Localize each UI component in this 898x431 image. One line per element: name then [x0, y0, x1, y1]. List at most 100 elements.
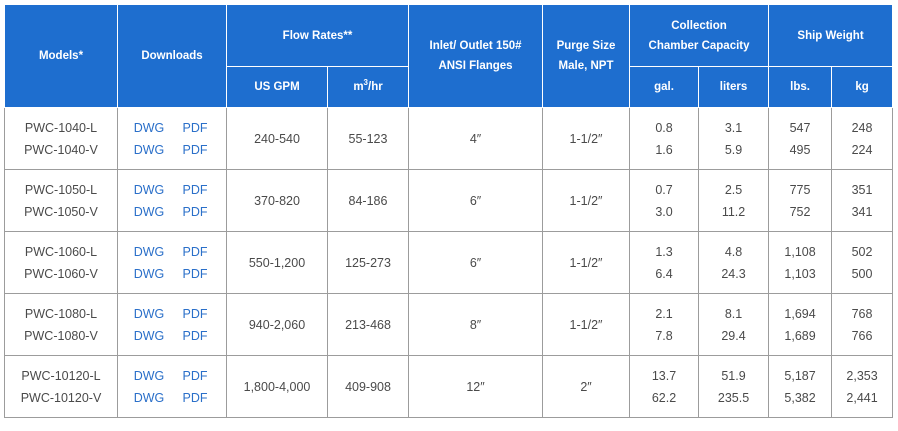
inlet-outlet-cell: 6″ [408, 231, 544, 294]
header-downloads: Downloads [117, 4, 227, 108]
purge-size-cell: 1-1/2″ [542, 231, 631, 294]
liters-cell: 2.5 11.2 [698, 169, 770, 232]
lbs-cell: 1,108 1,103 [768, 231, 833, 294]
table-row: PWC-1040-L PWC-1040-V DWG PDF DWG PDF 240-… [4, 107, 894, 170]
table-body: PWC-1040-L PWC-1040-V DWG PDF DWG PDF 240-… [4, 107, 894, 418]
header-inlet-outlet: Inlet/ Outlet 150# ANSI Flanges [408, 4, 544, 108]
inlet-outlet-cell: 8″ [408, 293, 544, 356]
model-name: PWC-10120-L [21, 368, 101, 383]
dwg-download-link[interactable]: DWG [133, 306, 165, 321]
m3hr-cell: 213-468 [326, 293, 410, 356]
header-ship-weight: Ship Weight [768, 4, 894, 67]
header-m3-per-hr: m3/hr [326, 66, 410, 108]
header-flow-rates: Flow Rates** [225, 4, 410, 67]
liters-cell: 51.9 235.5 [698, 355, 770, 418]
model-name: PWC-1060-V [24, 266, 98, 281]
dwg-download-link[interactable]: DWG [133, 266, 165, 281]
models-cell: PWC-10120-L PWC-10120-V [4, 355, 118, 418]
specifications-table: Models* Downloads Flow Rates** Inlet/ Ou… [4, 4, 894, 418]
m3hr-cell: 125-273 [326, 231, 410, 294]
dwg-download-link[interactable]: DWG [133, 390, 165, 405]
dwg-download-link[interactable]: DWG [133, 328, 165, 343]
table-header: Models* Downloads Flow Rates** Inlet/ Ou… [4, 4, 894, 108]
table-row: PWC-1080-L PWC-1080-V DWG PDF DWG PDF 940-… [4, 293, 894, 356]
dwg-download-link[interactable]: DWG [133, 182, 165, 197]
purge-size-cell: 1-1/2″ [542, 293, 631, 356]
header-collection-capacity: Collection Chamber Capacity [629, 4, 770, 67]
dwg-download-link[interactable]: DWG [133, 204, 165, 219]
lbs-cell: 547 495 [768, 107, 833, 170]
inlet-outlet-cell: 12″ [408, 355, 544, 418]
dwg-download-link[interactable]: DWG [133, 368, 165, 383]
downloads-cell: DWG PDF DWG PDF [117, 169, 227, 232]
header-liters: liters [698, 66, 770, 108]
pdf-download-link[interactable]: PDF [182, 182, 208, 197]
us-gpm-cell: 240-540 [226, 107, 328, 170]
inlet-outlet-cell: 4″ [408, 107, 544, 170]
lbs-cell: 775 752 [768, 169, 833, 232]
lbs-cell: 1,694 1,689 [768, 293, 833, 356]
lbs-cell: 5,187 5,382 [768, 355, 833, 418]
models-cell: PWC-1040-L PWC-1040-V [4, 107, 118, 170]
table-row: PWC-1050-L PWC-1050-V DWG PDF DWG PDF 370-… [4, 169, 894, 232]
models-cell: PWC-1060-L PWC-1060-V [4, 231, 118, 294]
model-name: PWC-1040-V [24, 142, 98, 157]
purge-size-cell: 2″ [542, 355, 631, 418]
table-row: PWC-10120-L PWC-10120-V DWG PDF DWG PDF 1,… [4, 355, 894, 418]
inlet-outlet-cell: 6″ [408, 169, 544, 232]
models-cell: PWC-1050-L PWC-1050-V [4, 169, 118, 232]
model-name: PWC-1080-V [24, 328, 98, 343]
header-lbs: lbs. [768, 66, 833, 108]
us-gpm-cell: 940-2,060 [226, 293, 328, 356]
model-name: PWC-10120-V [20, 390, 102, 405]
gal-cell: 0.8 1.6 [629, 107, 700, 170]
kg-cell: 502 500 [831, 231, 894, 294]
dwg-download-link[interactable]: DWG [133, 142, 165, 157]
us-gpm-cell: 370-820 [226, 169, 328, 232]
header-gal: gal. [629, 66, 700, 108]
gal-cell: 13.7 62.2 [629, 355, 700, 418]
kg-cell: 351 341 [831, 169, 894, 232]
header-purge-size: Purge Size Male, NPT [542, 4, 631, 108]
pdf-download-link[interactable]: PDF [182, 120, 208, 135]
m3hr-cell: 55-123 [326, 107, 410, 170]
downloads-cell: DWG PDF DWG PDF [117, 355, 227, 418]
us-gpm-cell: 1,800-4,000 [226, 355, 328, 418]
liters-cell: 3.1 5.9 [698, 107, 770, 170]
dwg-download-link[interactable]: DWG [133, 244, 165, 259]
pdf-download-link[interactable]: PDF [182, 266, 208, 281]
purge-size-cell: 1-1/2″ [542, 169, 631, 232]
pdf-download-link[interactable]: PDF [182, 204, 208, 219]
header-us-gpm: US GPM [226, 66, 328, 108]
purge-size-cell: 1-1/2″ [542, 107, 631, 170]
gal-cell: 1.3 6.4 [629, 231, 700, 294]
kg-cell: 2,353 2,441 [831, 355, 894, 418]
kg-cell: 768 766 [831, 293, 894, 356]
pdf-download-link[interactable]: PDF [182, 244, 208, 259]
pdf-download-link[interactable]: PDF [182, 328, 208, 343]
kg-cell: 248 224 [831, 107, 894, 170]
model-name: PWC-1060-L [24, 244, 98, 259]
downloads-cell: DWG PDF DWG PDF [117, 107, 227, 170]
pdf-download-link[interactable]: PDF [182, 142, 208, 157]
pdf-download-link[interactable]: PDF [182, 368, 208, 383]
table-row: PWC-1060-L PWC-1060-V DWG PDF DWG PDF 550-… [4, 231, 894, 294]
pdf-download-link[interactable]: PDF [182, 390, 208, 405]
models-cell: PWC-1080-L PWC-1080-V [4, 293, 118, 356]
pdf-download-link[interactable]: PDF [182, 306, 208, 321]
header-models: Models* [4, 4, 118, 108]
us-gpm-cell: 550-1,200 [226, 231, 328, 294]
downloads-cell: DWG PDF DWG PDF [117, 293, 227, 356]
liters-cell: 4.8 24.3 [698, 231, 770, 294]
gal-cell: 2.1 7.8 [629, 293, 700, 356]
model-name: PWC-1080-L [24, 306, 98, 321]
downloads-cell: DWG PDF DWG PDF [117, 231, 227, 294]
model-name: PWC-1040-L [24, 120, 98, 135]
model-name: PWC-1050-L [24, 182, 98, 197]
m3hr-cell: 84-186 [326, 169, 410, 232]
liters-cell: 8.1 29.4 [698, 293, 770, 356]
model-name: PWC-1050-V [24, 204, 98, 219]
dwg-download-link[interactable]: DWG [133, 120, 165, 135]
gal-cell: 0.7 3.0 [629, 169, 700, 232]
m3hr-cell: 409-908 [326, 355, 410, 418]
